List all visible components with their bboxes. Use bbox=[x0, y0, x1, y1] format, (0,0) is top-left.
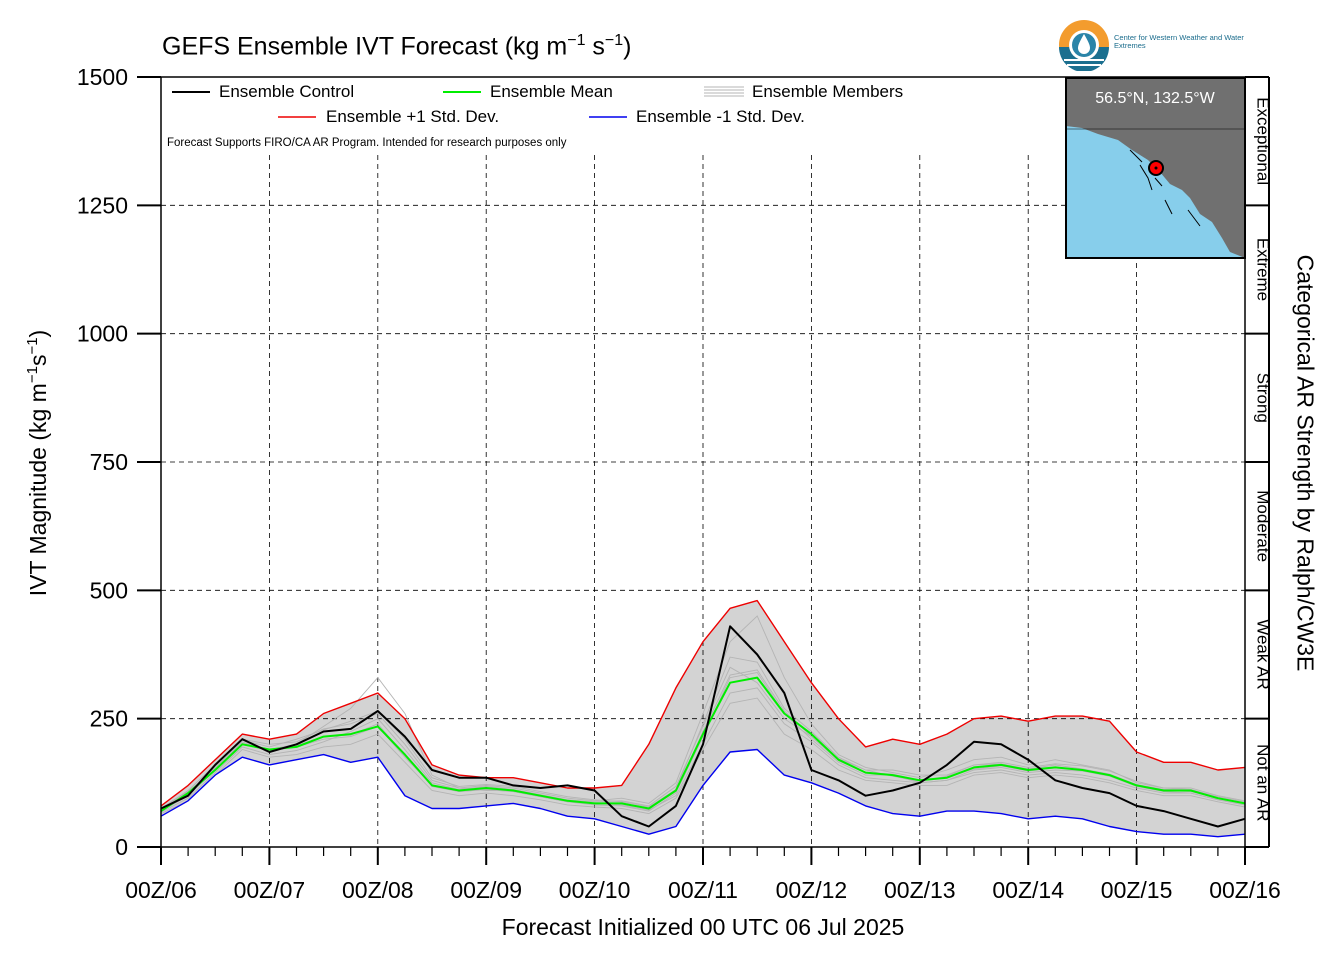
mean-line bbox=[160, 676, 1246, 812]
control-line bbox=[160, 625, 1246, 828]
legend-mean-label: Ensemble Mean bbox=[490, 82, 613, 101]
y-tick-label: 0 bbox=[115, 834, 128, 860]
y-tick-label: 1500 bbox=[77, 64, 128, 90]
research-note: Forecast Supports FIRO/CA AR Program. In… bbox=[167, 137, 567, 149]
y-tick-label: 750 bbox=[90, 449, 128, 475]
cw3e-logo: Center for Western Weather and Water Ext… bbox=[1058, 19, 1248, 71]
x-axis-label: Forecast Initialized 00 UTC 06 Jul 2025 bbox=[501, 914, 905, 940]
category-label: Extreme bbox=[1254, 238, 1273, 301]
inset-map bbox=[1065, 77, 1246, 259]
x-tick-label: 00Z/09 bbox=[450, 877, 522, 903]
y-tick-label: 1000 bbox=[77, 321, 128, 347]
minus-sd-line bbox=[160, 748, 1246, 838]
chart-title: GEFS Ensemble IVT Forecast (kg m−1 s−1) bbox=[162, 32, 632, 61]
x-tick-label: 00Z/08 bbox=[342, 877, 414, 903]
category-label: Not an AR bbox=[1254, 744, 1273, 822]
x-tick-label: 00Z/16 bbox=[1209, 877, 1281, 903]
member-line-3 bbox=[160, 615, 1246, 809]
x-tick-label: 00Z/13 bbox=[884, 877, 956, 903]
legend-minus-sd-label: Ensemble -1 Std. Dev. bbox=[636, 107, 805, 126]
x-tick-label: 00Z/11 bbox=[668, 877, 738, 903]
x-tick-label: 00Z/10 bbox=[559, 877, 631, 903]
x-tick-label: 00Z/15 bbox=[1101, 877, 1173, 903]
y-tick-label: 250 bbox=[90, 706, 128, 732]
x-tick-label: 00Z/07 bbox=[234, 877, 306, 903]
logo-org-name: Center for Western Weather and Water Ext… bbox=[1114, 33, 1244, 50]
legend-control-label: Ensemble Control bbox=[219, 82, 355, 101]
member-line-4 bbox=[160, 697, 1246, 815]
x-tick-label: 00Z/12 bbox=[776, 877, 848, 903]
plus-sd-line bbox=[160, 599, 1246, 807]
x-tick-label: 00Z/14 bbox=[992, 877, 1064, 903]
y-tick-label: 500 bbox=[90, 577, 128, 603]
legend-plus-sd-label: Ensemble +1 Std. Dev. bbox=[326, 107, 500, 126]
x-tick-label: 00Z/06 bbox=[125, 877, 197, 903]
water-drop-icon bbox=[1059, 20, 1109, 71]
y-tick-label: 1250 bbox=[77, 192, 128, 218]
inset-location-label: 56.5°N, 132.5°W bbox=[1095, 90, 1215, 107]
inset-frame bbox=[1065, 77, 1246, 259]
category-label: Weak AR bbox=[1254, 619, 1273, 690]
member-line-5 bbox=[160, 656, 1246, 810]
location-marker-dot bbox=[1154, 166, 1158, 170]
category-label: Exceptional bbox=[1254, 97, 1273, 185]
y-axis-label: IVT Magnitude (kg m−1s−1) bbox=[24, 329, 51, 597]
category-label: Moderate bbox=[1254, 490, 1273, 562]
legend-members-label: Ensemble Members bbox=[752, 82, 904, 101]
ar-strength-axis-label: Categorical AR Strength by Ralph/CW3E bbox=[1292, 254, 1319, 672]
inset-coastline bbox=[1129, 149, 1201, 227]
category-label: Strong bbox=[1254, 373, 1273, 423]
inset-land bbox=[1066, 78, 1245, 258]
